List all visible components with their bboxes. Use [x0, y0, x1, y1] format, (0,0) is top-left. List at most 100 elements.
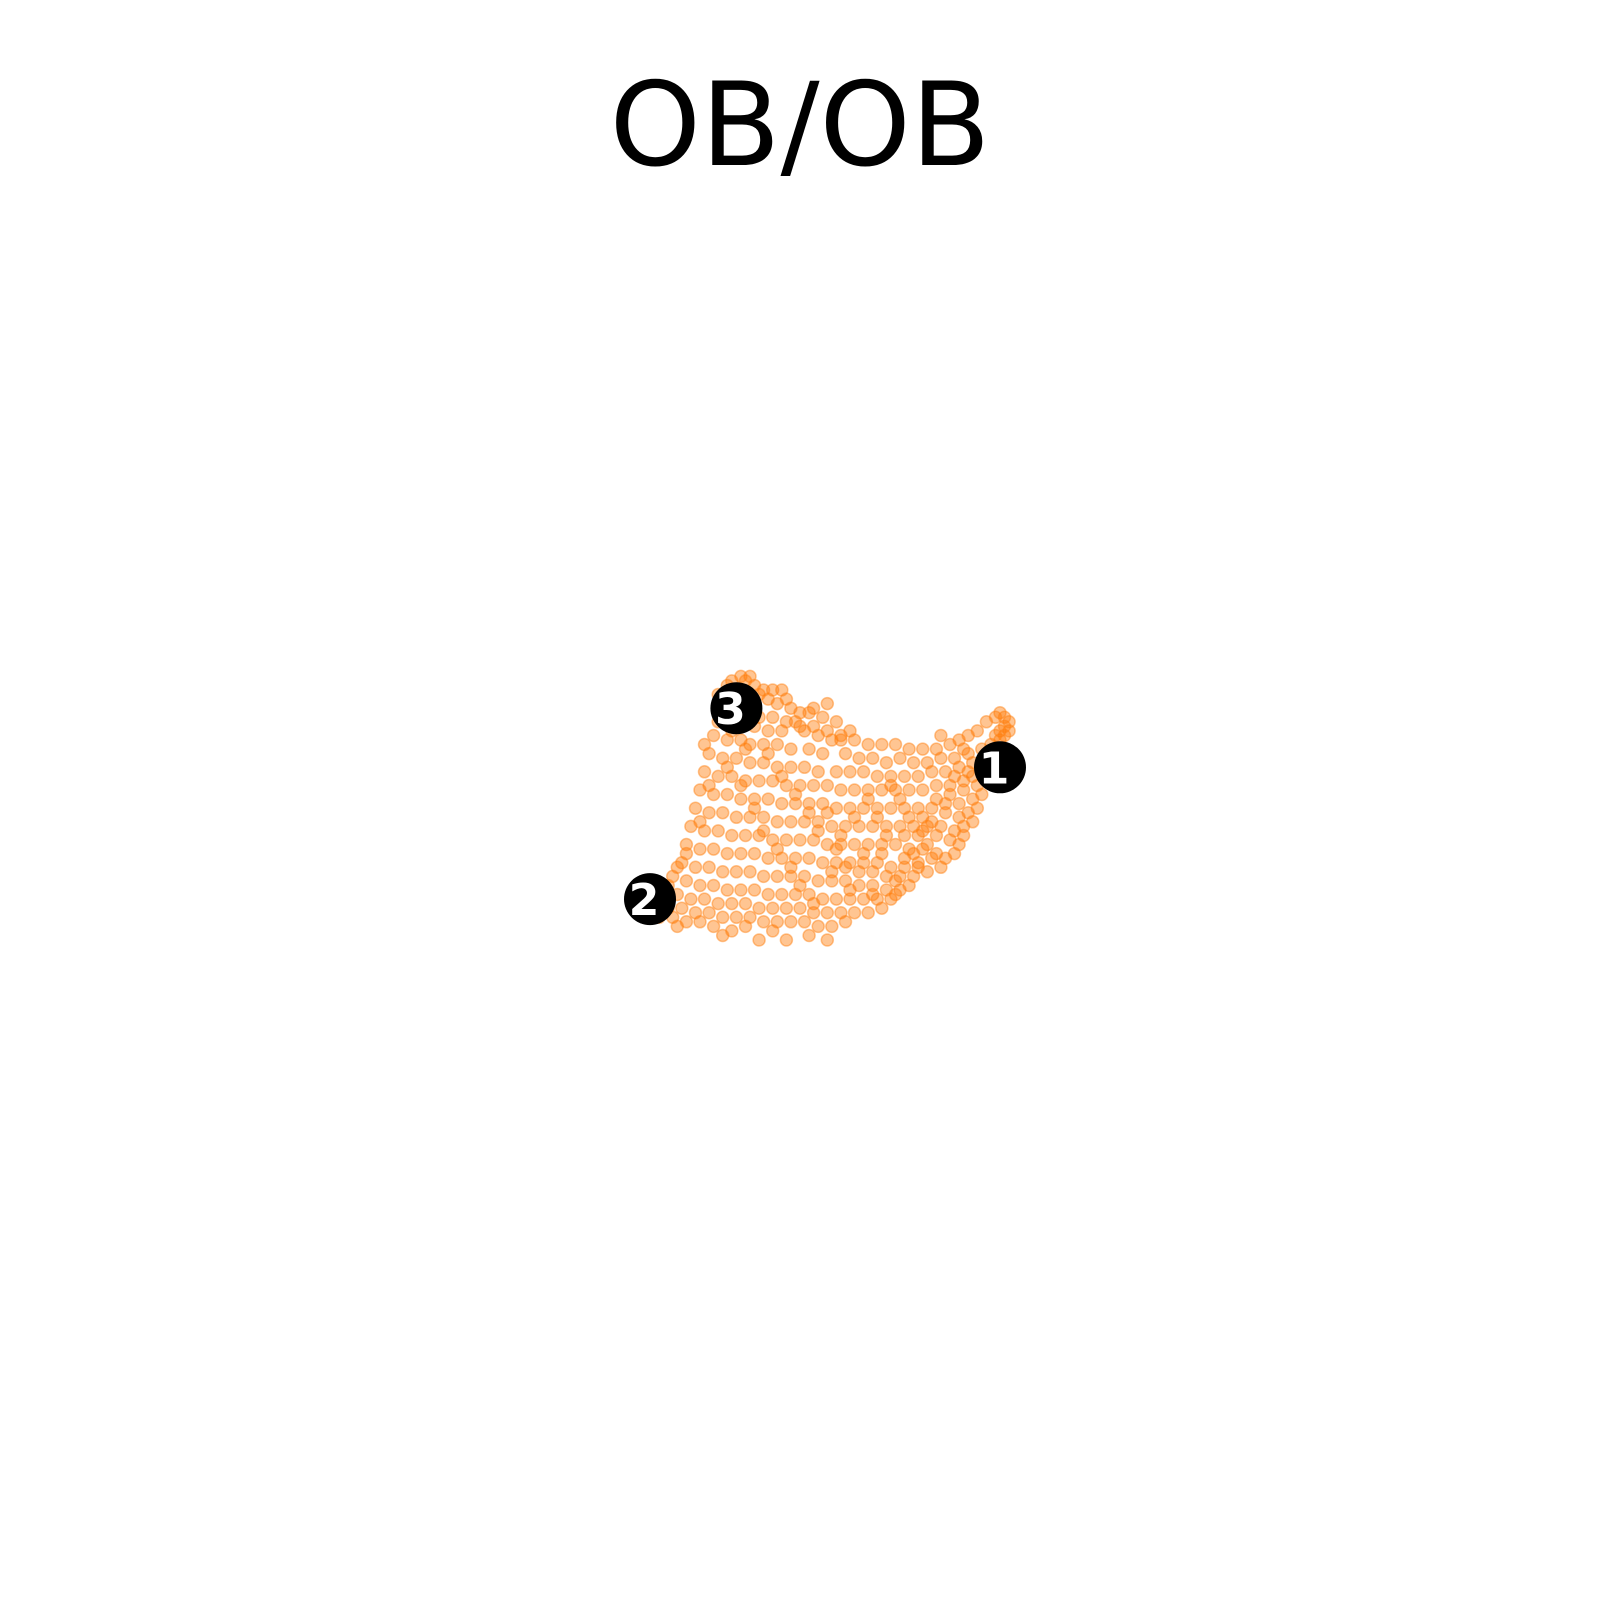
data-point [811, 919, 825, 934]
data-point [843, 765, 857, 779]
data-point [706, 842, 721, 856]
data-point [956, 819, 971, 834]
data-point [952, 837, 966, 852]
data-point [925, 851, 939, 865]
data-point [761, 746, 775, 761]
data-point [902, 878, 916, 893]
data-point [797, 724, 812, 738]
data-point [802, 887, 816, 902]
data-point [902, 810, 916, 825]
data-point [875, 846, 889, 861]
data-point [765, 710, 780, 725]
data-point [897, 860, 912, 875]
data-point [752, 774, 766, 788]
data-point [870, 801, 885, 815]
data-point [897, 828, 912, 843]
data-point [906, 869, 921, 884]
data-point [856, 855, 871, 870]
data-point [920, 865, 935, 879]
data-point [715, 928, 730, 943]
data-point [861, 737, 875, 752]
data-point [675, 901, 689, 915]
data-point [743, 755, 757, 770]
data-point [865, 878, 880, 893]
data-point [820, 724, 835, 738]
anchor-2: 2 [624, 873, 676, 926]
points-layer [643, 669, 1016, 947]
data-point [947, 769, 962, 784]
data-point [784, 869, 798, 884]
data-point [929, 792, 944, 806]
data-point [879, 819, 894, 834]
data-point [961, 805, 975, 820]
data-point [761, 887, 775, 902]
data-point [765, 683, 780, 697]
data-point [797, 869, 812, 884]
data-point [865, 887, 880, 902]
data-point [852, 865, 866, 879]
data-point [902, 783, 916, 797]
data-point [770, 842, 785, 856]
anchor-marker [974, 741, 1026, 794]
data-point [952, 733, 966, 747]
data-point [825, 733, 839, 747]
data-point [815, 796, 830, 811]
data-point [761, 724, 775, 738]
data-point [811, 824, 825, 838]
data-point [706, 919, 721, 934]
data-point [788, 887, 803, 902]
data-point [911, 828, 925, 843]
data-point [806, 896, 821, 911]
data-point [847, 783, 862, 797]
data-point [856, 846, 871, 861]
data-point [770, 915, 785, 929]
data-point [897, 801, 912, 815]
data-point [938, 851, 953, 865]
data-point [834, 728, 848, 743]
data-point [711, 769, 725, 784]
data-point [856, 892, 871, 906]
data-point [756, 737, 771, 752]
data-point [715, 751, 730, 765]
data-point [893, 751, 907, 765]
data-point [970, 724, 985, 738]
data-point [820, 778, 835, 793]
data-point [752, 828, 766, 843]
data-point [925, 801, 939, 815]
anchor-marker [624, 873, 676, 926]
data-point [920, 837, 935, 852]
data-point [720, 760, 735, 775]
data-point [820, 837, 835, 852]
data-point [893, 819, 907, 834]
data-point [797, 760, 812, 775]
data-point [688, 801, 703, 815]
anchor-1: 1 [974, 741, 1026, 794]
data-point [870, 810, 885, 825]
data-point [779, 833, 794, 847]
data-point [747, 883, 762, 897]
data-point [952, 796, 966, 811]
data-point [711, 896, 725, 911]
data-point [875, 783, 889, 797]
data-point [793, 878, 807, 893]
data-point [911, 860, 925, 875]
data-point [838, 874, 853, 888]
data-point [747, 801, 762, 815]
data-point [970, 801, 985, 815]
data-point [934, 728, 948, 743]
data-point [775, 887, 789, 902]
data-point [825, 874, 839, 888]
data-point [706, 787, 721, 802]
data-point [929, 742, 944, 756]
data-point [715, 865, 730, 879]
data-point [843, 724, 857, 738]
data-point [825, 865, 839, 879]
data-point [702, 860, 716, 875]
data-point [888, 783, 903, 797]
data-point [738, 896, 753, 911]
data-point [702, 746, 716, 761]
data-point [870, 769, 885, 784]
data-point [784, 915, 798, 929]
data-point [770, 869, 785, 884]
data-point [756, 824, 771, 838]
